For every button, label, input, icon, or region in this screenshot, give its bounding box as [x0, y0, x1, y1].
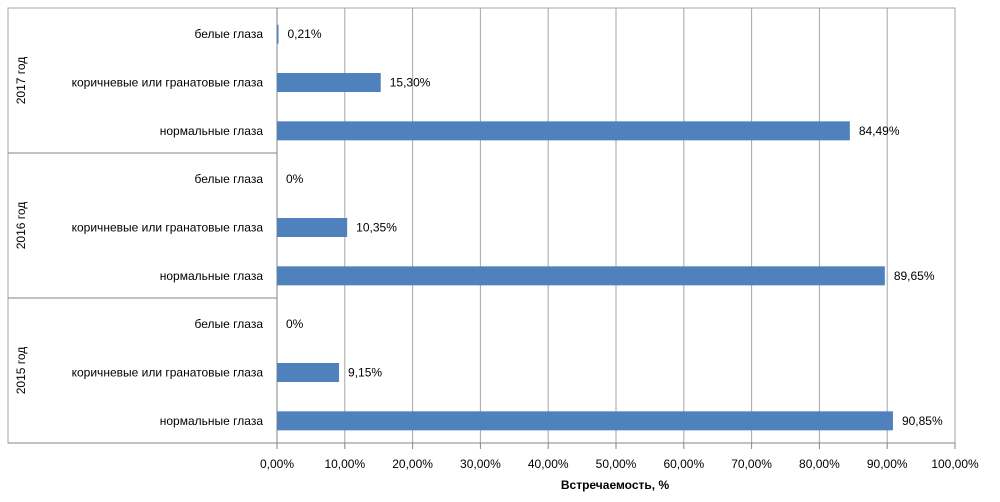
- bar: [277, 266, 885, 286]
- category-label: нормальные глаза: [160, 414, 264, 428]
- group-label: 2017 год: [14, 57, 28, 105]
- data-label: 90,85%: [902, 414, 943, 428]
- bar: [277, 363, 340, 382]
- x-tick-label: 80,00%: [799, 457, 840, 471]
- x-tick-label: 0,00%: [260, 457, 294, 471]
- data-label: 15,30%: [390, 76, 431, 90]
- data-label: 89,65%: [894, 269, 935, 283]
- data-label: 10,35%: [356, 221, 397, 235]
- x-tick-label: 100,00%: [931, 457, 979, 471]
- group-label: 2015 год: [14, 347, 28, 395]
- category-label: коричневые или гранатовые глаза: [72, 76, 264, 90]
- x-axis-title: Встречаемость, %: [561, 478, 670, 492]
- x-tick-label: 40,00%: [528, 457, 569, 471]
- bar: [277, 73, 381, 92]
- data-label: 0,21%: [288, 27, 322, 41]
- category-label: нормальные глаза: [160, 124, 264, 138]
- category-label: нормальные глаза: [160, 269, 264, 283]
- bar: [277, 411, 893, 431]
- x-tick-label: 10,00%: [324, 457, 365, 471]
- category-label: белые глаза: [195, 317, 264, 331]
- data-label: 0%: [286, 172, 304, 186]
- x-tick-label: 70,00%: [731, 457, 772, 471]
- category-label: коричневые или гранатовые глаза: [72, 221, 264, 235]
- x-axis: 0,00% 10,00% 20,00% 30,00% 40,00% 50,00% 60,00…: [260, 443, 979, 471]
- x-tick-label: 60,00%: [663, 457, 704, 471]
- category-label: коричневые или гранатовые глаза: [72, 366, 264, 380]
- x-tick-label: 30,00%: [460, 457, 501, 471]
- category-label: белые глаза: [195, 27, 264, 41]
- data-label: 84,49%: [859, 124, 900, 138]
- x-tick-label: 50,00%: [596, 457, 637, 471]
- data-label: 0%: [286, 317, 304, 331]
- category-label: белые глаза: [195, 172, 264, 186]
- x-tick-label: 90,00%: [867, 457, 908, 471]
- bar: [277, 24, 279, 44]
- bars: [277, 24, 893, 431]
- group-label: 2016 год: [14, 202, 28, 250]
- labels: 2017 год белые глаза 0,21% коричневые или г…: [14, 27, 943, 428]
- bar: [277, 121, 850, 141]
- bar: [277, 218, 348, 237]
- x-tick-label: 20,00%: [392, 457, 433, 471]
- data-label: 9,15%: [348, 366, 382, 380]
